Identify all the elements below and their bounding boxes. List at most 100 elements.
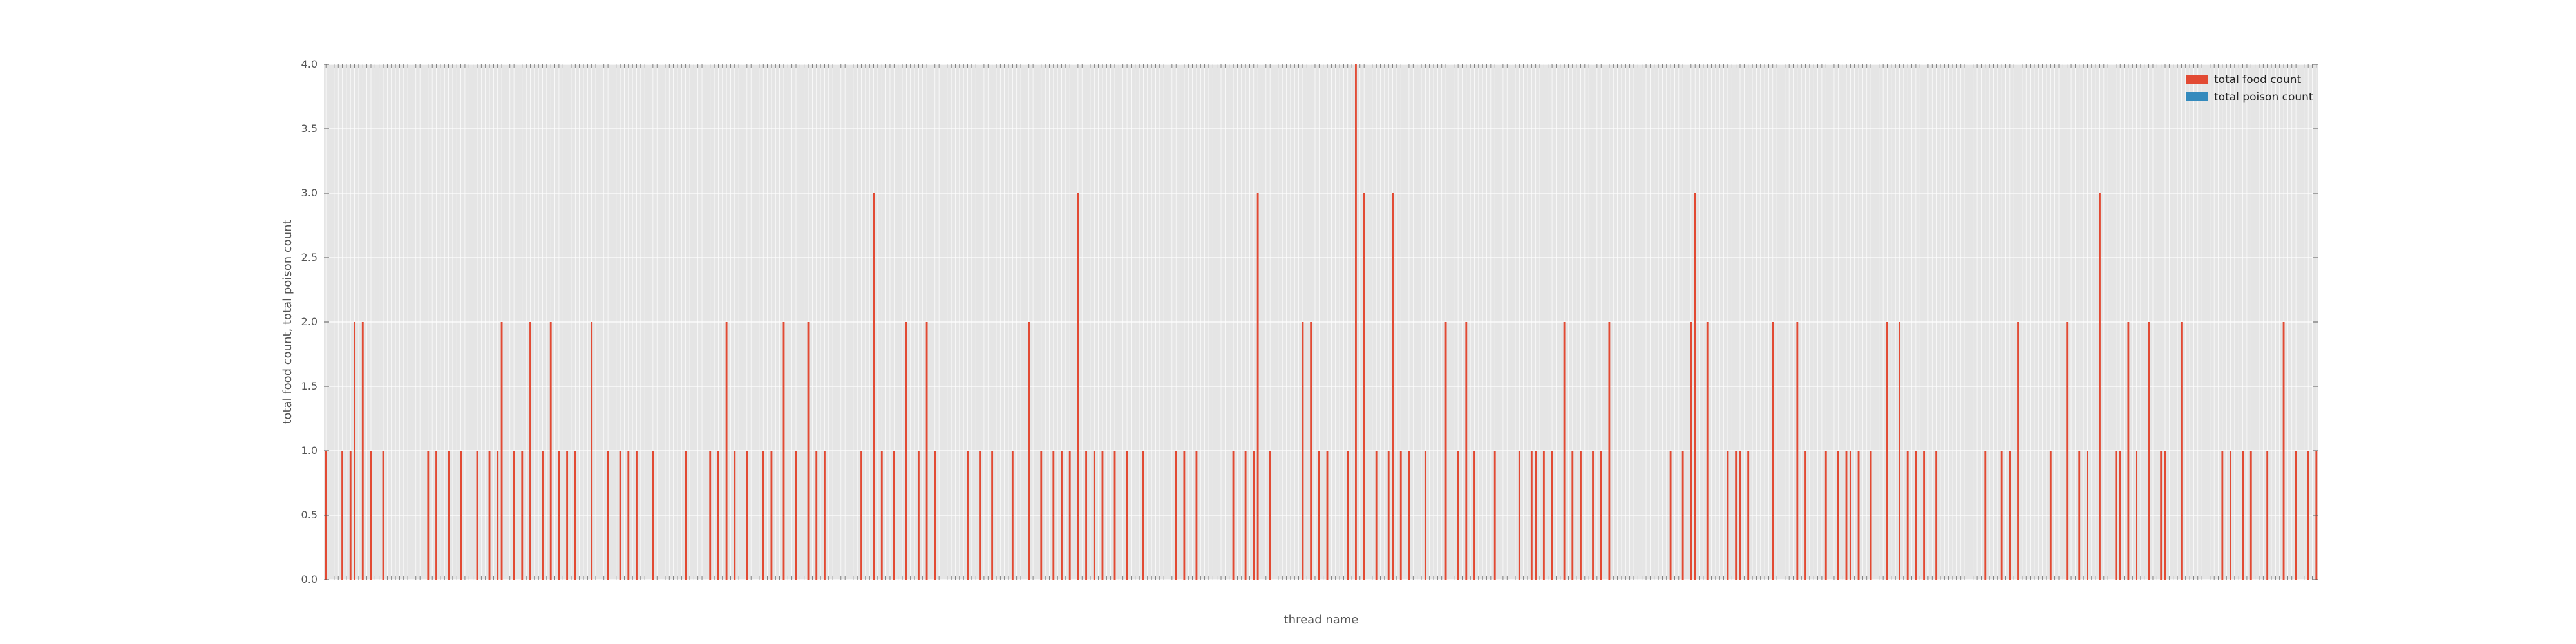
bar-food [361, 322, 364, 580]
bar-food [2049, 451, 2052, 580]
bar-food [1857, 451, 1860, 580]
bar-food [1052, 451, 1055, 580]
bar-food [979, 451, 981, 580]
bar-food [1563, 322, 1566, 580]
bar-food [1269, 451, 1271, 580]
bar-food [1077, 193, 1079, 580]
bar-food [1727, 451, 1729, 580]
bar-food [1302, 322, 1304, 580]
bar-food [1772, 322, 1774, 580]
bar-food [1837, 451, 1839, 580]
bar-food [1681, 451, 1684, 580]
bar-food [370, 451, 372, 580]
bar-food [1101, 451, 1104, 580]
bar-food [460, 451, 462, 580]
bar-food [1824, 451, 1827, 580]
bar-food [815, 451, 818, 580]
bar-food [2164, 451, 2166, 580]
bar-food [1175, 451, 1177, 580]
bar-food [542, 451, 544, 580]
bar-food [2099, 193, 2101, 580]
bar-food [734, 451, 736, 580]
bar-food [725, 322, 728, 580]
bar-food [1530, 451, 1533, 580]
bar-food [591, 322, 593, 580]
bar-food [566, 451, 569, 580]
y-tick-label: 2.5 [301, 251, 317, 263]
bar-food [500, 322, 503, 580]
y-ticks: 0.0 0.5 1.0 1.5 2.0 2.5 3.0 3.5 4.0 [301, 58, 2318, 585]
bar-food [1735, 451, 1738, 580]
bar-food [427, 451, 430, 580]
bar-food [2221, 451, 2224, 580]
bar-food [1600, 451, 1602, 580]
bar-food [1739, 451, 1741, 580]
bar-food [1244, 451, 1247, 580]
bar-food [636, 451, 638, 580]
x-axis-label: thread name [1284, 613, 1359, 627]
bar-food [2136, 451, 2138, 580]
bar-food [1256, 193, 1259, 580]
bar-food [1061, 451, 1063, 580]
bar-food [619, 451, 621, 580]
bars [325, 64, 2318, 580]
bar-food [1935, 451, 1938, 580]
y-tick-label: 0.5 [301, 509, 317, 521]
bar-food [2000, 451, 2003, 580]
bar-food [991, 451, 994, 580]
bar-food [1694, 193, 1696, 580]
bar-food [795, 451, 797, 580]
legend-swatch-food [2186, 75, 2208, 84]
bar-food [1984, 451, 1987, 580]
bar-food [1804, 451, 1806, 580]
bar-food [807, 322, 810, 580]
bar-food [513, 451, 515, 580]
bar-food [2180, 322, 2183, 580]
bar-food [435, 451, 437, 580]
bar-food [1399, 451, 1402, 580]
bar-food [1232, 451, 1235, 580]
bar-food [2266, 451, 2269, 580]
bar-food [1355, 64, 1357, 580]
bar-food [2017, 322, 2019, 580]
bar-food [2230, 451, 2231, 580]
bar-food [2282, 322, 2285, 580]
bar-food [349, 451, 352, 580]
bar-food [1387, 451, 1390, 580]
bar-food [873, 193, 875, 580]
y-tick-label: 0.0 [301, 573, 317, 585]
bar-food [1318, 451, 1320, 580]
bar-food [1747, 451, 1750, 580]
bar-food [2115, 451, 2117, 580]
bar-food [717, 451, 719, 580]
y-tick-label: 4.0 [301, 58, 317, 70]
bar-food [1571, 451, 1574, 580]
bar-food [2119, 451, 2121, 580]
bar-food [1183, 451, 1186, 580]
bar-food [1408, 451, 1410, 580]
bar-food [652, 451, 654, 580]
legend-label-food: total food count [2214, 73, 2302, 86]
bar-food [880, 451, 883, 580]
bar-food [2295, 451, 2297, 580]
bar-food [1690, 322, 1692, 580]
y-axis-label: total food count, total poison count [281, 220, 294, 424]
bar-food [1465, 322, 1468, 580]
bar-food [1915, 451, 1917, 580]
bar-food [2127, 322, 2130, 580]
bar-food [1126, 451, 1128, 580]
bar-food [1326, 451, 1329, 580]
bar-food [1011, 451, 1014, 580]
y-tick-label: 3.0 [301, 187, 317, 199]
bar-food [1310, 322, 1312, 580]
bar-food [1375, 451, 1378, 580]
bar-food [2009, 451, 2011, 580]
bar-food [709, 451, 712, 580]
bar-food [1142, 451, 1144, 580]
bar-food [1347, 451, 1349, 580]
bar-food [1424, 451, 1426, 580]
legend-swatch-poison [2186, 92, 2208, 101]
y-tick-label: 3.5 [301, 122, 317, 135]
bar-food [746, 451, 748, 580]
bar-food [1113, 451, 1116, 580]
